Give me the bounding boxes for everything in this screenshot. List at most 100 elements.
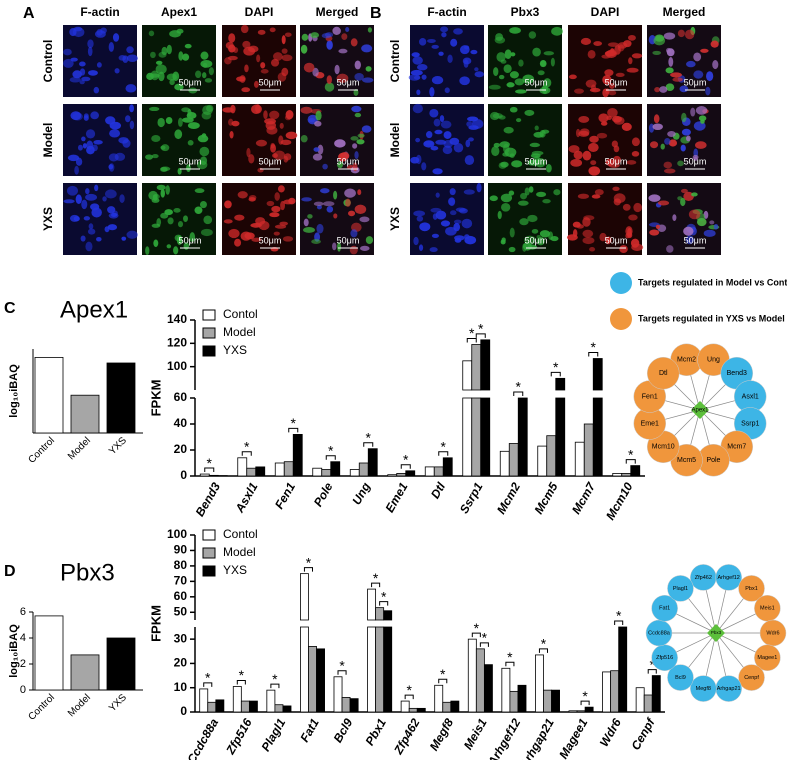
significance-bracket bbox=[241, 451, 252, 456]
cell bbox=[153, 239, 159, 247]
cell bbox=[450, 38, 458, 47]
cell bbox=[596, 132, 608, 139]
y-axis-label: log₁₀iBAQ bbox=[8, 364, 20, 418]
significance-label: * bbox=[441, 439, 447, 455]
cell bbox=[233, 47, 239, 54]
cell bbox=[470, 49, 478, 55]
cell bbox=[613, 193, 626, 204]
significance-label: * bbox=[474, 620, 480, 636]
cell bbox=[336, 73, 349, 84]
node-label: Mcm7 bbox=[727, 444, 746, 451]
significance-label: * bbox=[366, 429, 372, 445]
cell bbox=[242, 40, 251, 49]
column-header: Apex1 bbox=[161, 5, 197, 19]
cell bbox=[503, 64, 512, 74]
bar bbox=[349, 698, 359, 713]
y-tick-label: 4 bbox=[20, 632, 26, 644]
cell bbox=[248, 194, 257, 201]
cell bbox=[241, 87, 251, 93]
cell bbox=[489, 111, 500, 121]
cell bbox=[114, 68, 120, 74]
bar bbox=[424, 466, 435, 477]
cell bbox=[668, 139, 678, 147]
cell bbox=[118, 137, 129, 144]
bar bbox=[509, 690, 519, 713]
column-header: Pbx3 bbox=[511, 5, 540, 19]
cell bbox=[664, 168, 676, 174]
y-tick-label: 100 bbox=[167, 527, 187, 541]
cell bbox=[173, 246, 179, 255]
cell bbox=[187, 122, 200, 129]
cell bbox=[310, 32, 320, 39]
cell bbox=[246, 147, 251, 158]
cell bbox=[354, 60, 361, 70]
cell bbox=[508, 246, 516, 253]
cell bbox=[622, 203, 631, 211]
node-label: Mcm2 bbox=[677, 357, 696, 364]
cell bbox=[250, 223, 262, 228]
bar bbox=[312, 467, 323, 477]
bar-upper bbox=[471, 344, 482, 391]
significance-bracket bbox=[236, 680, 246, 685]
bar-upper bbox=[555, 377, 566, 391]
cell bbox=[320, 188, 330, 194]
cell bbox=[537, 70, 545, 76]
cell bbox=[187, 109, 192, 117]
significance-bracket bbox=[288, 427, 299, 433]
cell bbox=[224, 200, 232, 209]
cell bbox=[234, 238, 242, 247]
cell bbox=[341, 33, 348, 41]
scale-bar-label: 50μm bbox=[337, 77, 360, 87]
legend-label: YXS bbox=[223, 563, 247, 577]
cell bbox=[626, 160, 637, 165]
cell bbox=[458, 208, 468, 214]
significance-bracket bbox=[466, 338, 477, 343]
cell bbox=[260, 69, 269, 74]
cell bbox=[498, 74, 505, 80]
cell bbox=[300, 134, 308, 143]
cell bbox=[80, 235, 86, 242]
node-label: Pole bbox=[706, 457, 720, 464]
cell bbox=[109, 121, 122, 130]
cell bbox=[607, 107, 618, 118]
cell bbox=[277, 185, 285, 193]
cell bbox=[435, 192, 440, 198]
cell bbox=[155, 64, 167, 75]
cell bbox=[174, 129, 183, 140]
cell bbox=[527, 214, 538, 223]
cell bbox=[587, 142, 599, 152]
legend-swatch bbox=[202, 345, 216, 357]
y-tick-label: 30 bbox=[174, 631, 188, 645]
node-label: Asxl1 bbox=[742, 393, 759, 400]
cell bbox=[491, 146, 500, 157]
x-tick-label: Zfp516 bbox=[223, 716, 255, 758]
bar bbox=[400, 700, 410, 713]
cell bbox=[348, 210, 356, 217]
x-tick-label: Pbx1 bbox=[363, 716, 390, 748]
cell bbox=[303, 227, 315, 233]
cell bbox=[96, 62, 102, 68]
bar bbox=[583, 423, 594, 477]
cell bbox=[551, 26, 563, 36]
cell bbox=[274, 192, 280, 201]
bar bbox=[475, 648, 485, 713]
cell bbox=[447, 197, 456, 206]
bar bbox=[405, 470, 416, 477]
cell bbox=[351, 105, 362, 113]
cell bbox=[91, 207, 102, 218]
node-label: Wdr6 bbox=[766, 630, 779, 636]
cell bbox=[435, 210, 447, 220]
significance-label: * bbox=[339, 657, 345, 673]
cell bbox=[465, 139, 471, 148]
cell bbox=[228, 228, 240, 239]
cell bbox=[412, 56, 423, 65]
bar bbox=[34, 356, 64, 434]
significance-label: * bbox=[650, 656, 656, 672]
x-tick-label: Pole bbox=[311, 480, 336, 509]
cell bbox=[534, 157, 546, 168]
cell bbox=[197, 134, 209, 143]
node-label: Dtl bbox=[659, 370, 668, 377]
cell bbox=[194, 206, 203, 214]
x-tick-label: Meis1 bbox=[461, 716, 490, 752]
cell bbox=[573, 150, 583, 160]
